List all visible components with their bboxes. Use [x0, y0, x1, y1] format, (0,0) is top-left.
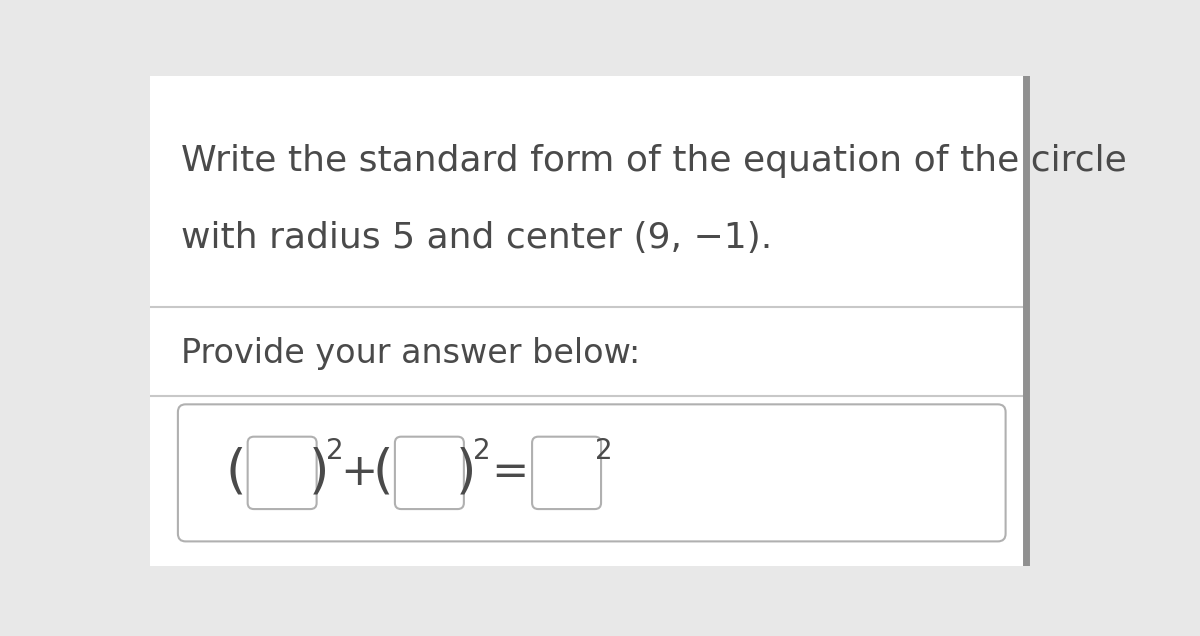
FancyBboxPatch shape: [178, 404, 1006, 541]
FancyBboxPatch shape: [395, 437, 464, 509]
Text: Provide your answer below:: Provide your answer below:: [181, 337, 641, 370]
Text: with radius 5 and center (9, −1).: with radius 5 and center (9, −1).: [181, 221, 773, 255]
FancyBboxPatch shape: [532, 437, 601, 509]
Text: 2: 2: [594, 438, 612, 466]
FancyBboxPatch shape: [150, 76, 1026, 566]
Text: Write the standard form of the equation of the circle: Write the standard form of the equation …: [181, 144, 1127, 178]
FancyBboxPatch shape: [247, 437, 317, 509]
Text: ): ): [308, 447, 329, 499]
Text: ): ): [456, 447, 476, 499]
FancyBboxPatch shape: [1026, 76, 1080, 566]
Text: (: (: [372, 447, 392, 499]
Text: (: (: [226, 447, 246, 499]
Text: +: +: [341, 452, 378, 494]
Text: 2: 2: [325, 438, 343, 466]
Text: 2: 2: [473, 438, 491, 466]
Text: =: =: [492, 452, 529, 494]
